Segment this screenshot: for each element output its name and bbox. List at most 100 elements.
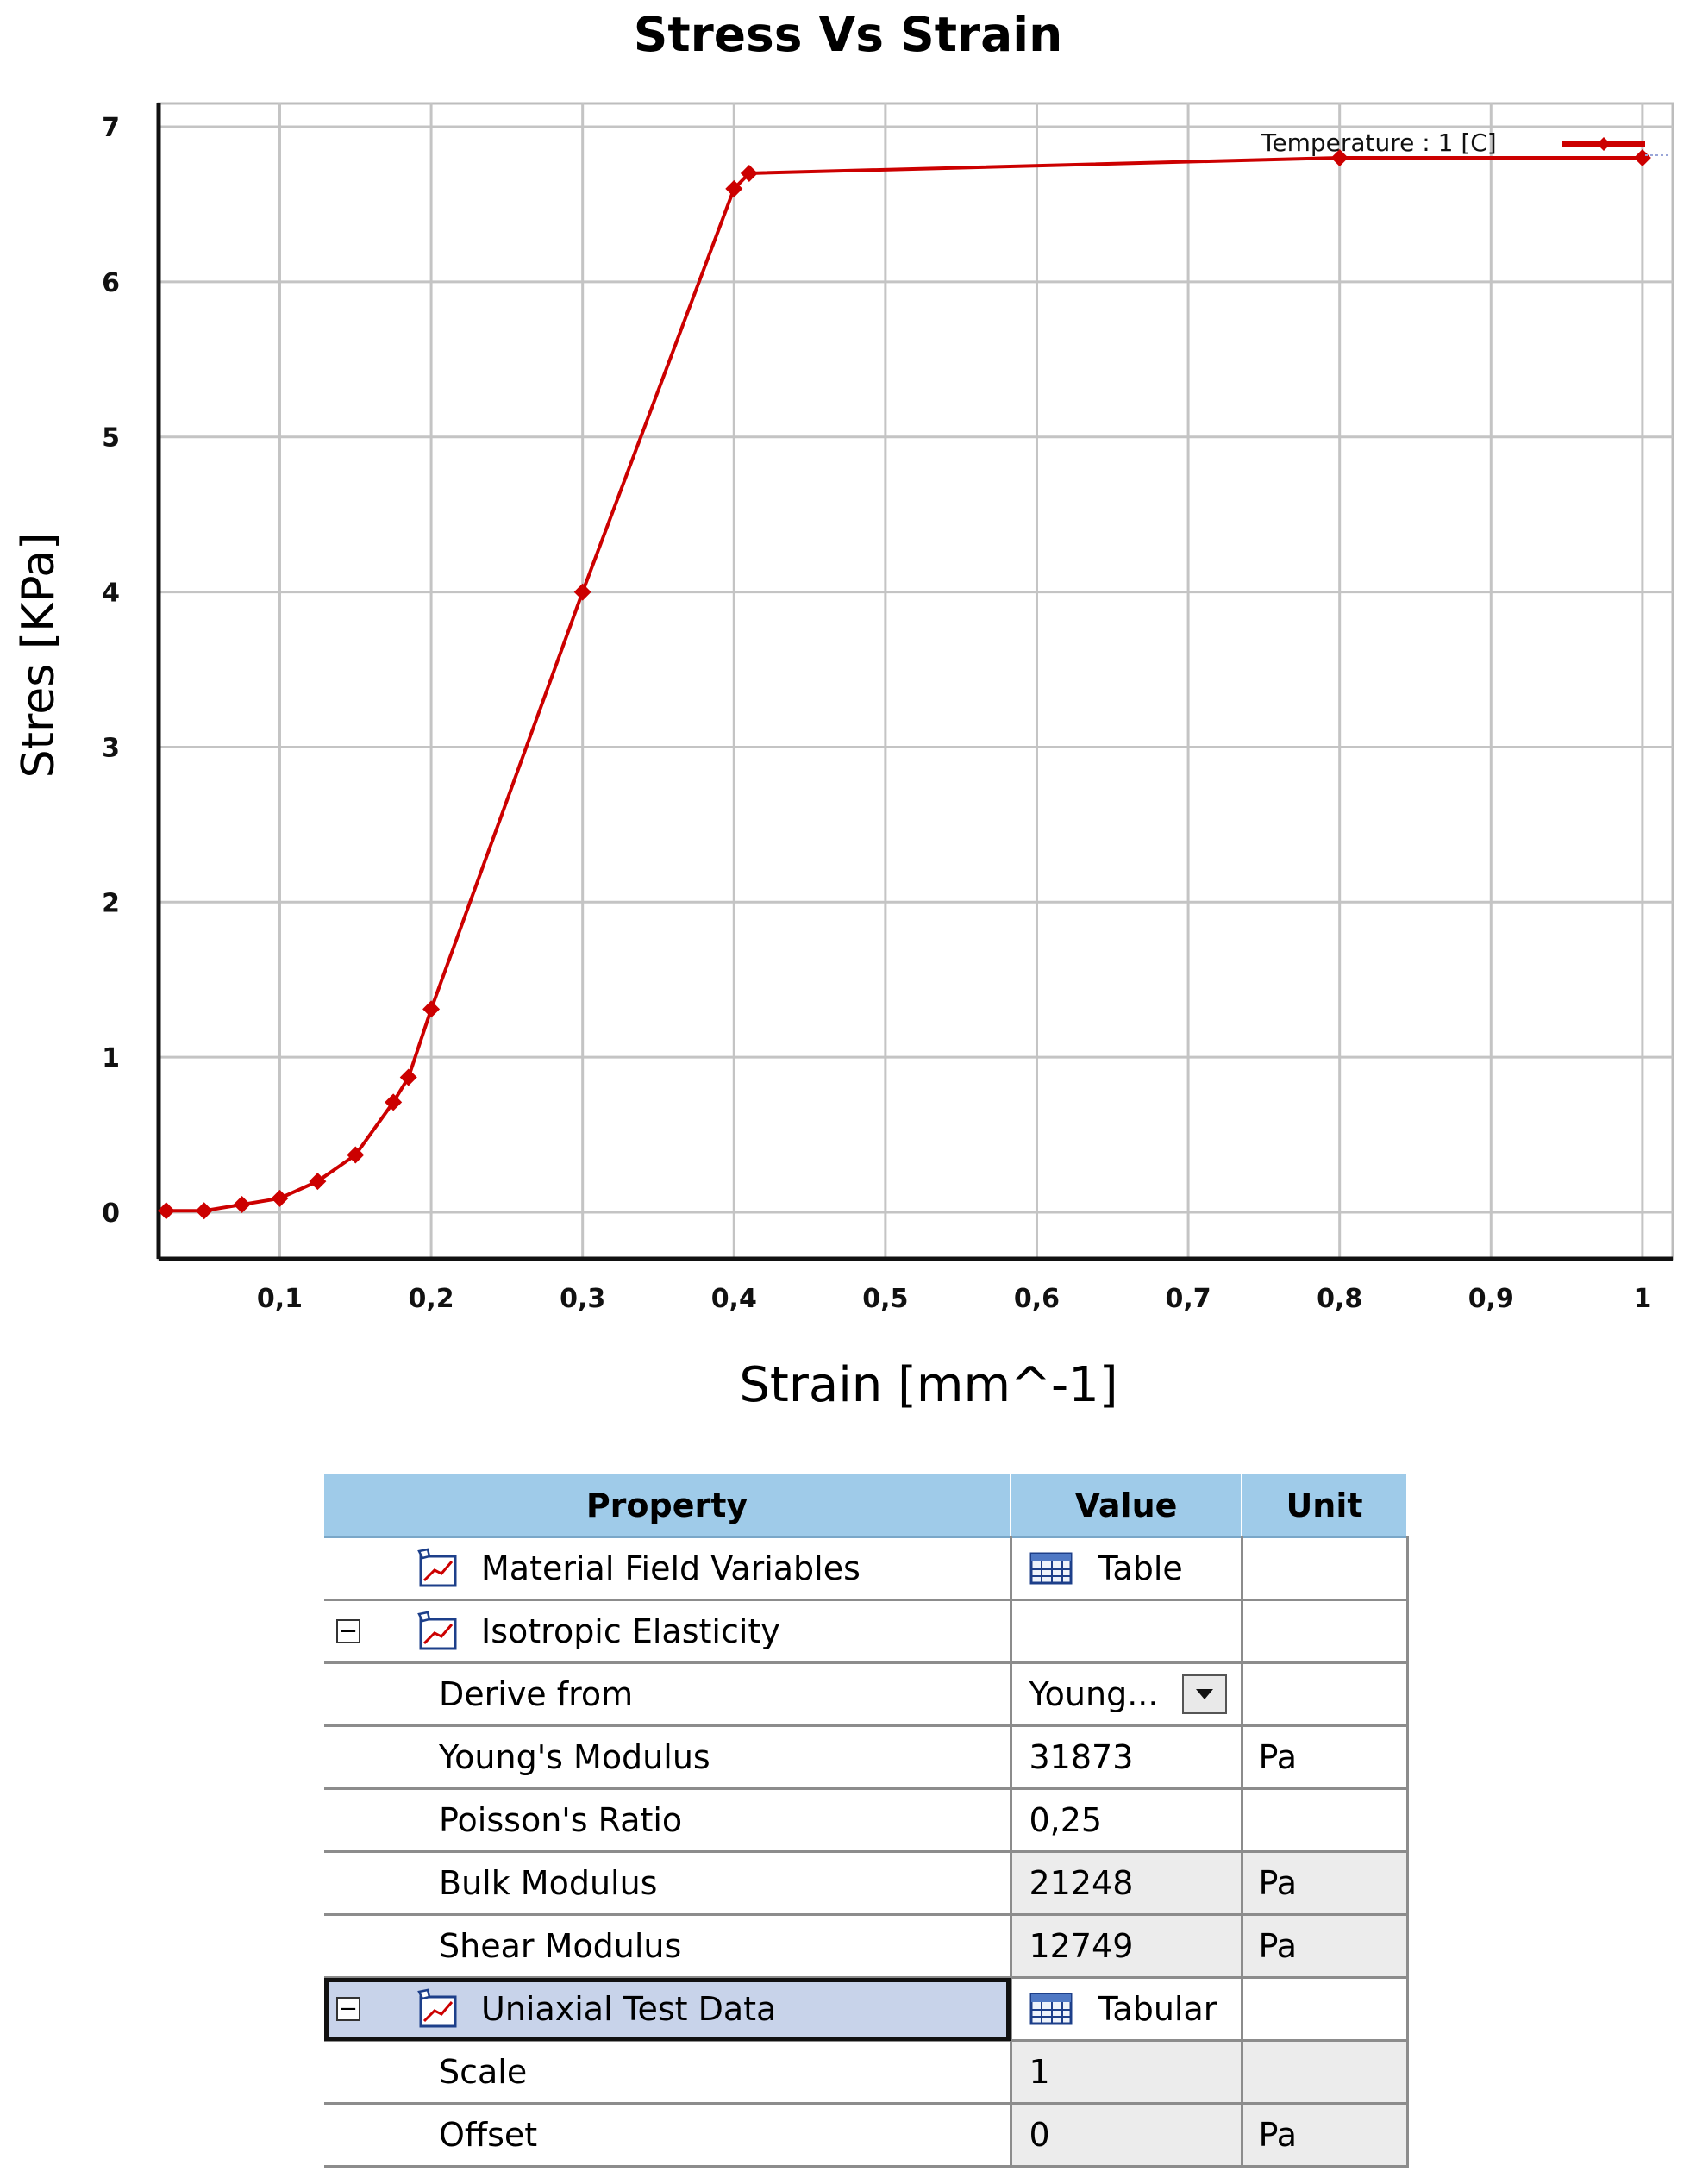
unit-text [1243, 1549, 1259, 1587]
value-cell[interactable]: Table [1011, 1537, 1243, 1601]
data-point [309, 1173, 327, 1191]
x-tick-label: 0,5 [862, 1284, 908, 1314]
property-cell[interactable]: Poisson's Ratio [324, 1788, 1012, 1853]
property-cell[interactable]: Young's Modulus [324, 1725, 1012, 1790]
header-unit[interactable]: Unit [1242, 1474, 1408, 1538]
unit-text [1243, 1675, 1259, 1713]
value-cell[interactable]: Tabular [1011, 1977, 1243, 2042]
table-row[interactable]: Derive from Young... [324, 1662, 1409, 1727]
table-row[interactable]: Material Field Variables Table [324, 1537, 1409, 1601]
property-cell[interactable]: − Uniaxial Test Data [324, 1977, 1012, 2042]
collapse-toggle-icon[interactable]: − [336, 1619, 360, 1643]
y-tick-label: 5 [102, 423, 120, 454]
dropdown-arrow-icon[interactable] [1182, 1674, 1228, 1714]
unit-cell [1242, 1788, 1409, 1853]
x-tick-label: 0,1 [257, 1284, 303, 1314]
unit-text: Pa [1258, 1738, 1298, 1776]
data-point [157, 1202, 175, 1220]
y-tick-label: 7 [102, 113, 120, 143]
unit-cell [1242, 1537, 1409, 1601]
value-cell[interactable] [1011, 1599, 1243, 1664]
series-line [166, 155, 1643, 1213]
table-row[interactable]: Shear Modulus 12749 Pa [324, 1914, 1409, 1979]
value-cell[interactable]: 1 [1011, 2040, 1243, 2105]
x-tick-label: 0,2 [409, 1284, 454, 1314]
table-row[interactable]: Young's Modulus 31873 Pa [324, 1725, 1409, 1790]
data-point [573, 583, 591, 601]
property-label: Shear Modulus [439, 1927, 682, 1965]
collapse-toggle-icon[interactable]: − [336, 1997, 360, 2021]
value-cell[interactable]: 12749 [1011, 1914, 1243, 1979]
value-cell[interactable]: 0 [1011, 2103, 1243, 2168]
y-tick-label: 0 [102, 1198, 120, 1229]
series-layer [157, 148, 1651, 1220]
unit-text: Pa [1258, 1927, 1298, 1965]
legend-label: Temperature : 1 [C] [1261, 128, 1497, 157]
table-row[interactable]: − Uniaxial Test Data Tabular [324, 1977, 1409, 2042]
property-label: Bulk Modulus [439, 1864, 658, 1902]
property-label: Young's Modulus [439, 1738, 710, 1776]
property-label: Isotropic Elasticity [481, 1612, 780, 1650]
value-text: 1 [1029, 2053, 1050, 2091]
data-point [385, 1093, 403, 1111]
value-text: 0,25 [1029, 1801, 1103, 1839]
property-label: Derive from [439, 1675, 634, 1713]
table-row[interactable]: Scale 1 [324, 2040, 1409, 2105]
property-label: Uniaxial Test Data [481, 1990, 777, 2028]
property-cell[interactable]: Bulk Modulus [324, 1851, 1012, 1916]
value-cell[interactable]: 31873 [1011, 1725, 1243, 1790]
x-tick-label: 0,8 [1317, 1284, 1362, 1314]
properties-table: Property Value Unit Material Field Varia… [324, 1474, 1409, 2168]
table-icon [1029, 1993, 1073, 2025]
y-tick-label: 6 [102, 268, 120, 298]
property-cell[interactable]: Scale [324, 2040, 1012, 2105]
data-point [740, 164, 758, 182]
value-text: 12749 [1029, 1927, 1134, 1965]
property-cell[interactable]: Shear Modulus [324, 1914, 1012, 1979]
header-property[interactable]: Property [324, 1474, 1011, 1538]
value-cell[interactable]: Young... [1011, 1662, 1243, 1727]
data-point [195, 1202, 213, 1220]
chart-axes [156, 103, 1673, 1261]
header-value[interactable]: Value [1011, 1474, 1242, 1538]
data-point [271, 1189, 289, 1207]
table-row[interactable]: Bulk Modulus 21248 Pa [324, 1851, 1409, 1916]
table-row[interactable]: Poisson's Ratio 0,25 [324, 1788, 1409, 1853]
unit-cell: Pa [1242, 1914, 1409, 1979]
unit-cell [1242, 2040, 1409, 2105]
value-cell[interactable]: 21248 [1011, 1851, 1243, 1916]
property-cell[interactable]: Offset [324, 2103, 1012, 2168]
pen-chart-icon [416, 1548, 462, 1589]
value-text: Young... [1029, 1675, 1159, 1713]
property-label: Offset [439, 2116, 538, 2154]
value-cell[interactable]: 0,25 [1011, 1788, 1243, 1853]
unit-cell [1242, 1977, 1409, 2042]
unit-cell: Pa [1242, 2103, 1409, 2168]
value-text: Table [1098, 1549, 1183, 1587]
unit-cell: Pa [1242, 1851, 1409, 1916]
table-header-row: Property Value Unit [324, 1474, 1408, 1538]
pen-chart-icon [416, 1611, 462, 1652]
data-point [725, 179, 743, 197]
data-point [1330, 148, 1349, 166]
y-tick-label: 4 [102, 579, 120, 609]
data-point [399, 1068, 417, 1086]
table-row[interactable]: Offset 0 Pa [324, 2103, 1409, 2168]
table-icon [1029, 1552, 1073, 1585]
y-tick-label: 1 [102, 1043, 120, 1073]
property-cell[interactable]: Derive from [324, 1662, 1012, 1727]
chart-title: Stress Vs Strain [633, 7, 1063, 62]
unit-cell [1242, 1599, 1409, 1664]
property-cell[interactable]: Material Field Variables [324, 1537, 1012, 1601]
data-point [233, 1196, 251, 1214]
unit-text [1243, 1612, 1259, 1650]
unit-text [1243, 2053, 1259, 2091]
unit-cell [1242, 1662, 1409, 1727]
property-cell[interactable]: − Isotropic Elasticity [324, 1599, 1012, 1664]
table-row[interactable]: − Isotropic Elasticity [324, 1599, 1409, 1664]
property-label: Scale [439, 2053, 528, 2091]
y-tick-label: 3 [102, 733, 120, 763]
data-point [1633, 148, 1651, 166]
chart-grid [157, 102, 1674, 1261]
unit-text: Pa [1258, 1864, 1298, 1902]
